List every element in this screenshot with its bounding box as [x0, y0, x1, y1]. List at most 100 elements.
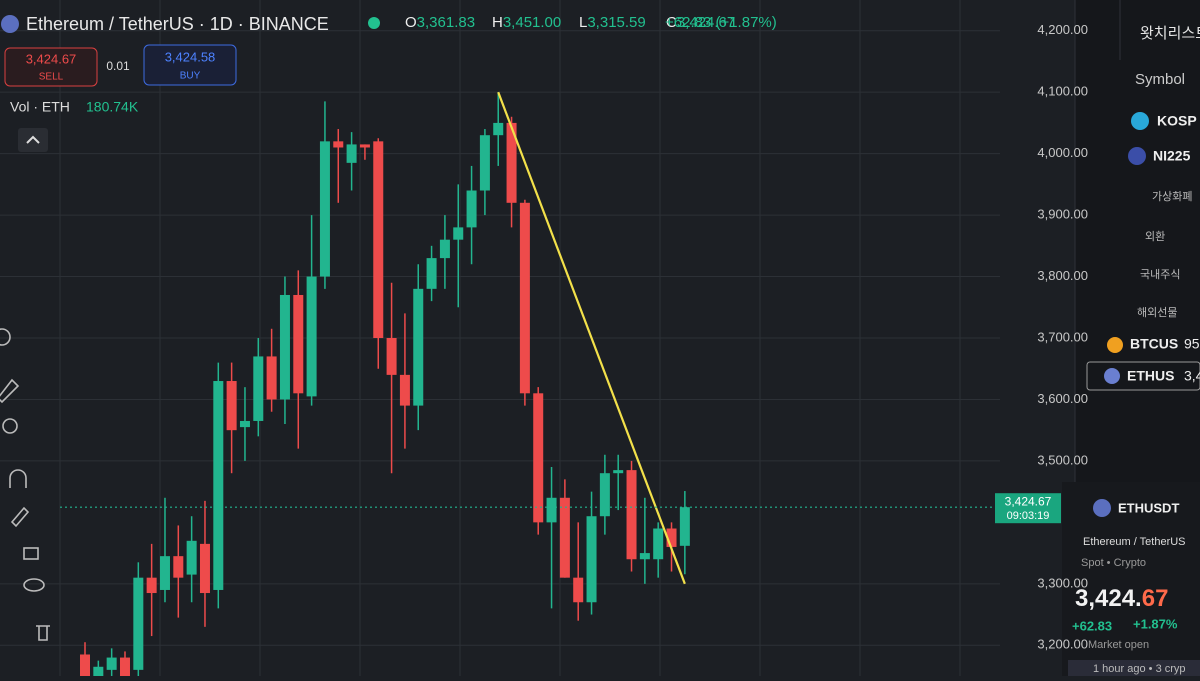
volume-label: Vol · ETH: [10, 99, 70, 115]
group[interactable]: 외환: [1145, 230, 1165, 243]
watchlist-symbol[interactable]: NI225: [1153, 148, 1191, 164]
tool-icon[interactable]: [23, 547, 39, 560]
last-price-box: [995, 493, 1061, 524]
tool-icon[interactable]: [10, 506, 30, 528]
candle-body: [599, 473, 610, 517]
futures-price: 3,4: [1184, 368, 1200, 384]
symbol-title: Ethereum / TetherUS · 1D · BINANCE: [26, 14, 329, 34]
candle-body: [679, 507, 690, 546]
selected-row[interactable]: [1086, 361, 1200, 391]
candle-body: [80, 654, 90, 676]
tool-icon[interactable]: [9, 469, 27, 488]
candle-body: [653, 528, 664, 560]
candle-body: [559, 497, 570, 578]
change: +62.83 (+1.87%): [665, 14, 777, 31]
futures-symbol[interactable]: ETHUS: [1127, 368, 1174, 384]
ohlc-item: L3,315.59: [579, 14, 646, 31]
symbol-icon: [1093, 499, 1111, 517]
price-main: 3,424.: [1075, 585, 1142, 612]
watchlist-symbol[interactable]: KOSP: [1157, 113, 1197, 129]
tool-icon[interactable]: [23, 578, 45, 592]
buy-price[interactable]: 3,424.58: [165, 49, 216, 64]
symbol-icon: [1107, 337, 1123, 353]
sell-price[interactable]: 3,424.67: [26, 51, 77, 66]
grid: [0, 0, 1000, 676]
candle-body: [373, 141, 384, 338]
group[interactable]: 국내주식: [1140, 268, 1180, 281]
detail-news[interactable]: 1 hour ago • 3 cryp: [1093, 663, 1186, 675]
collapse-icon: [26, 135, 40, 144]
candle-body: [439, 239, 450, 259]
candle-body: [546, 497, 557, 523]
detail-status: Market open: [1088, 639, 1149, 651]
sell-label[interactable]: SELL: [39, 72, 64, 83]
candle-body: [159, 556, 170, 590]
tool-icon[interactable]: [36, 625, 50, 641]
tool-icon[interactable]: [0, 328, 11, 346]
candle-body: [666, 528, 677, 547]
ohlc: O3,361.83 H3,451.00 L3,315.59 C3,424.67: [405, 14, 735, 31]
candle-body: [186, 540, 197, 575]
column-header[interactable]: Symbol: [1135, 71, 1185, 88]
candle-body: [213, 381, 224, 590]
tool-icon[interactable]: [0, 378, 20, 404]
y-tick-label: 3,500.00: [1037, 452, 1088, 467]
candle-body: [146, 577, 157, 594]
candle-body: [493, 122, 504, 136]
candle-body: [133, 577, 144, 670]
candle-body: [533, 393, 544, 523]
y-tick-label: 4,200.00: [1037, 22, 1088, 37]
candle-body: [333, 141, 344, 148]
candle-body: [613, 470, 624, 474]
y-tick-label: 3,600.00: [1037, 391, 1088, 406]
candle-body: [359, 144, 370, 148]
buy-button[interactable]: [143, 44, 237, 86]
candle-body: [413, 288, 424, 406]
y-tick-label: 3,800.00: [1037, 268, 1088, 283]
candle-body: [226, 381, 237, 431]
futures-price: 95: [1184, 336, 1200, 352]
sell-button[interactable]: [4, 47, 98, 87]
candle-body: [453, 227, 464, 240]
ohlc-value: 3,424.67: [677, 14, 735, 31]
candle-body: [386, 338, 397, 375]
candle-body: [479, 135, 490, 191]
buy-label[interactable]: BUY: [180, 71, 201, 82]
collapse-button[interactable]: [18, 128, 48, 152]
candle-body: [293, 294, 304, 394]
futures-symbol[interactable]: BTCUS: [1130, 336, 1178, 352]
candle-body: [306, 276, 317, 397]
candle-body: [239, 420, 250, 428]
symbol-icon: [1131, 112, 1149, 130]
candle-body: [173, 556, 184, 578]
symbol-icon: [1128, 147, 1146, 165]
price-decimals: 67: [1142, 585, 1169, 612]
spread: 0.01: [106, 59, 130, 73]
detail-change-pct: +1.87%: [1133, 616, 1178, 631]
candle-body: [346, 144, 357, 163]
tool-icon[interactable]: [2, 418, 18, 434]
detail-symbol: ETHUSDT: [1118, 500, 1179, 515]
candle-body: [639, 553, 650, 560]
y-tick-label: 3,900.00: [1037, 207, 1088, 222]
group[interactable]: 해외선물: [1137, 305, 1177, 319]
candle-body: [266, 356, 277, 400]
candle-body: [253, 356, 264, 421]
watchlist-title: 왓치리스트: [1140, 25, 1200, 42]
detail-card: [1062, 482, 1200, 676]
symbol-icon: [1104, 368, 1120, 384]
market-status: [368, 17, 380, 29]
countdown: 09:03:19: [1007, 510, 1050, 522]
candle-body: [119, 657, 130, 676]
symbol-icon: [1, 15, 19, 33]
ohlc-key: C: [666, 14, 677, 31]
detail-name: Ethereum / TetherUS: [1083, 536, 1186, 548]
y-tick-label: 3,200.00: [1037, 637, 1088, 652]
group[interactable]: 가상화폐: [1152, 190, 1192, 203]
y-tick-label: 3,300.00: [1037, 575, 1088, 590]
ohlc-item: H3,451.00: [492, 14, 561, 31]
candle-body: [466, 190, 477, 228]
volume-value: 180.74K: [86, 99, 139, 115]
